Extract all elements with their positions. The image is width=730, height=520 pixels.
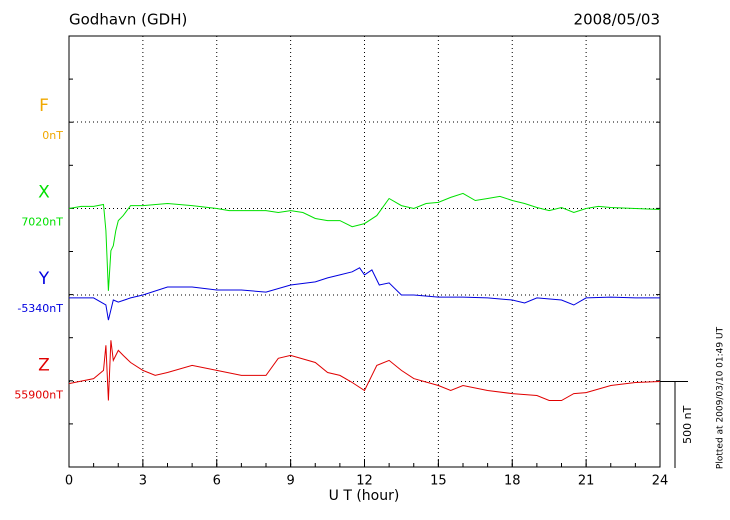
trace [68,340,661,401]
x-axis-label: U T (hour) [329,488,400,504]
channel-name: F [39,96,49,116]
chart-title: Godhavn (GDH) [69,11,187,29]
channel-name: X [38,183,50,203]
scale-bar-label: 500 nT [681,405,694,443]
plot-note: Plotted at 2009/03/10 01:49 UT [716,326,726,469]
channel-name: Z [38,356,50,376]
x-tick-label: 21 [578,474,595,489]
trace [69,267,660,321]
x-tick-label: 6 [213,474,221,489]
channel-baseline: 0nT [42,129,63,142]
x-tick-label: 12 [356,474,373,489]
channel-baseline: 55900nT [14,389,63,402]
trace [68,192,661,291]
x-tick-label: 18 [504,474,521,489]
x-tick-label: 0 [65,474,73,489]
channel-name: Y [38,269,50,289]
channel-baseline: -5340nT [17,302,63,315]
channel-baseline: 7020nT [21,216,63,229]
x-tick-label: 9 [286,474,294,489]
chart-date: 2008/05/03 [574,11,660,29]
x-tick-label: 15 [430,474,447,489]
x-tick-label: 3 [139,474,147,489]
x-tick-label: 24 [652,474,669,489]
